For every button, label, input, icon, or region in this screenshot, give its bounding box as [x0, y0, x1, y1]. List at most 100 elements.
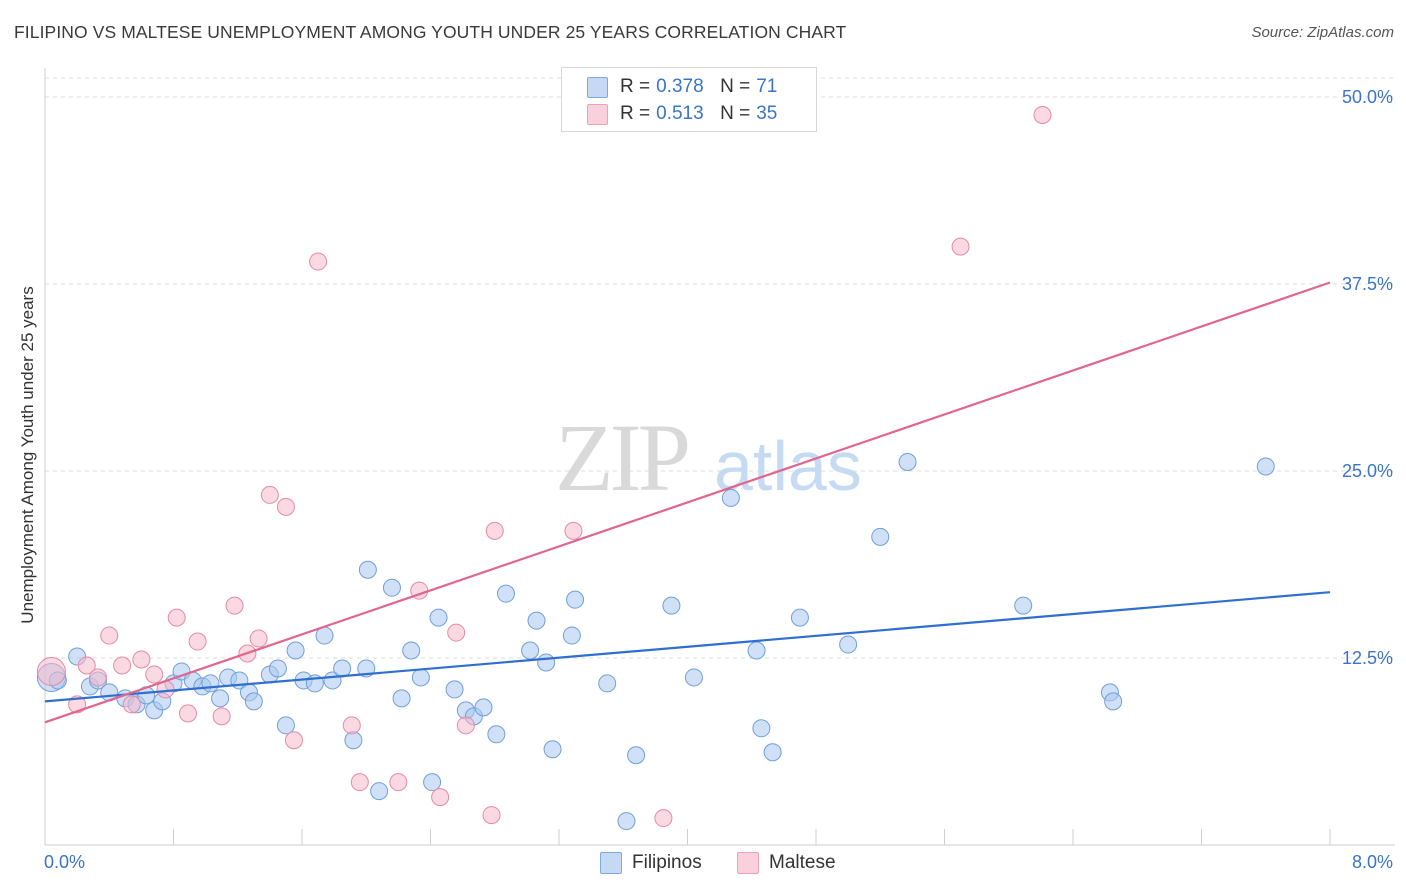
r-label: R = [620, 76, 651, 97]
data-point [1014, 596, 1033, 615]
legend-item-filipinos: Filipinos [600, 852, 702, 874]
data-point [342, 716, 361, 735]
data-point [752, 719, 771, 738]
data-point [89, 668, 108, 687]
y-tick-label: 25.0% [1342, 461, 1393, 481]
data-point [474, 698, 493, 717]
data-point [100, 626, 119, 645]
data-point [423, 773, 442, 792]
data-point [521, 641, 540, 660]
x-tick-max: 8.0% [1351, 852, 1393, 872]
data-point [790, 608, 809, 627]
trend-lines [44, 281, 1331, 724]
legend-row-maltese: R = 0.513 N = 35 [587, 102, 778, 126]
data-point [763, 743, 782, 762]
source-credit: Source: ZipAtlas.com [1251, 24, 1394, 41]
legend-label-maltese: Maltese [769, 852, 836, 873]
data-point [871, 527, 890, 546]
watermark: ZIP atlas [555, 404, 862, 511]
r-label: R = [620, 103, 651, 124]
data-point [562, 626, 581, 645]
data-point [431, 788, 450, 807]
data-point [333, 659, 352, 678]
data-point [249, 629, 268, 648]
data-point [188, 632, 207, 651]
trend-line [44, 591, 1331, 703]
data-point [350, 773, 369, 792]
data-point [276, 497, 295, 516]
data-point [898, 453, 917, 472]
grid-lines [45, 77, 1395, 659]
data-point [445, 680, 464, 699]
data-point [543, 740, 562, 759]
n-value: 71 [756, 76, 778, 97]
data-point [122, 695, 141, 714]
n-value: 35 [756, 103, 778, 124]
data-point [211, 689, 230, 708]
legend-label-filipinos: Filipinos [632, 852, 702, 873]
x-tick-min: 0.0% [44, 852, 86, 872]
correlation-legend: R = 0.378 N = 71 R = 0.513 N = 35 [561, 67, 817, 132]
data-point [537, 653, 556, 672]
data-point [654, 809, 673, 828]
data-point [77, 656, 96, 675]
data-point [392, 689, 411, 708]
data-point [617, 812, 636, 831]
data-point [201, 674, 220, 693]
y-tick-label: 12.5% [1342, 648, 1393, 668]
data-point [951, 237, 970, 256]
filipinos-points [36, 453, 1275, 831]
data-point [389, 773, 408, 792]
data-point [684, 668, 703, 687]
trend-line [44, 281, 1331, 724]
data-point [284, 731, 303, 750]
data-point [564, 521, 583, 540]
y-tick-label: 37.5% [1342, 274, 1393, 294]
data-point [344, 731, 363, 750]
data-point [485, 521, 504, 540]
data-point [402, 641, 421, 660]
data-point [268, 659, 287, 678]
legend-swatch-filipinos [600, 852, 622, 874]
data-point [36, 656, 66, 686]
data-point [456, 716, 475, 735]
axes [44, 68, 1395, 846]
data-point [482, 806, 501, 825]
y-tick-label: 50.0% [1342, 87, 1393, 107]
data-point [496, 584, 515, 603]
data-point [145, 665, 164, 684]
watermark-atlas: atlas [714, 427, 862, 505]
watermark-zip: ZIP [555, 404, 688, 511]
data-point [662, 596, 681, 615]
data-point [260, 485, 279, 504]
data-point [212, 707, 231, 726]
data-point [113, 656, 132, 675]
data-point [1256, 457, 1275, 476]
data-point [487, 725, 506, 744]
r-value: 0.513 [656, 103, 704, 124]
y-axis-label: Unemployment Among Youth under 25 years [18, 286, 37, 624]
data-point [244, 692, 263, 711]
data-point [178, 704, 197, 723]
n-label: N = [720, 76, 751, 97]
data-point [447, 623, 466, 642]
data-point [1104, 692, 1123, 711]
data-point [1033, 105, 1052, 124]
data-point [276, 716, 295, 735]
chart-title: FILIPINO VS MALTESE UNEMPLOYMENT AMONG Y… [14, 22, 847, 42]
maltese-points [36, 105, 1052, 828]
data-point [411, 668, 430, 687]
data-point [382, 578, 401, 597]
legend-swatch-filipinos [587, 76, 608, 98]
data-point [167, 608, 186, 627]
legend-swatch-maltese [737, 852, 759, 874]
legend-item-maltese: Maltese [737, 852, 836, 874]
data-point [627, 746, 646, 765]
data-point [429, 608, 448, 627]
legend-swatch-maltese [587, 103, 608, 125]
data-point [132, 650, 151, 669]
data-point [358, 560, 377, 579]
data-point [566, 590, 585, 609]
data-point [309, 252, 328, 271]
